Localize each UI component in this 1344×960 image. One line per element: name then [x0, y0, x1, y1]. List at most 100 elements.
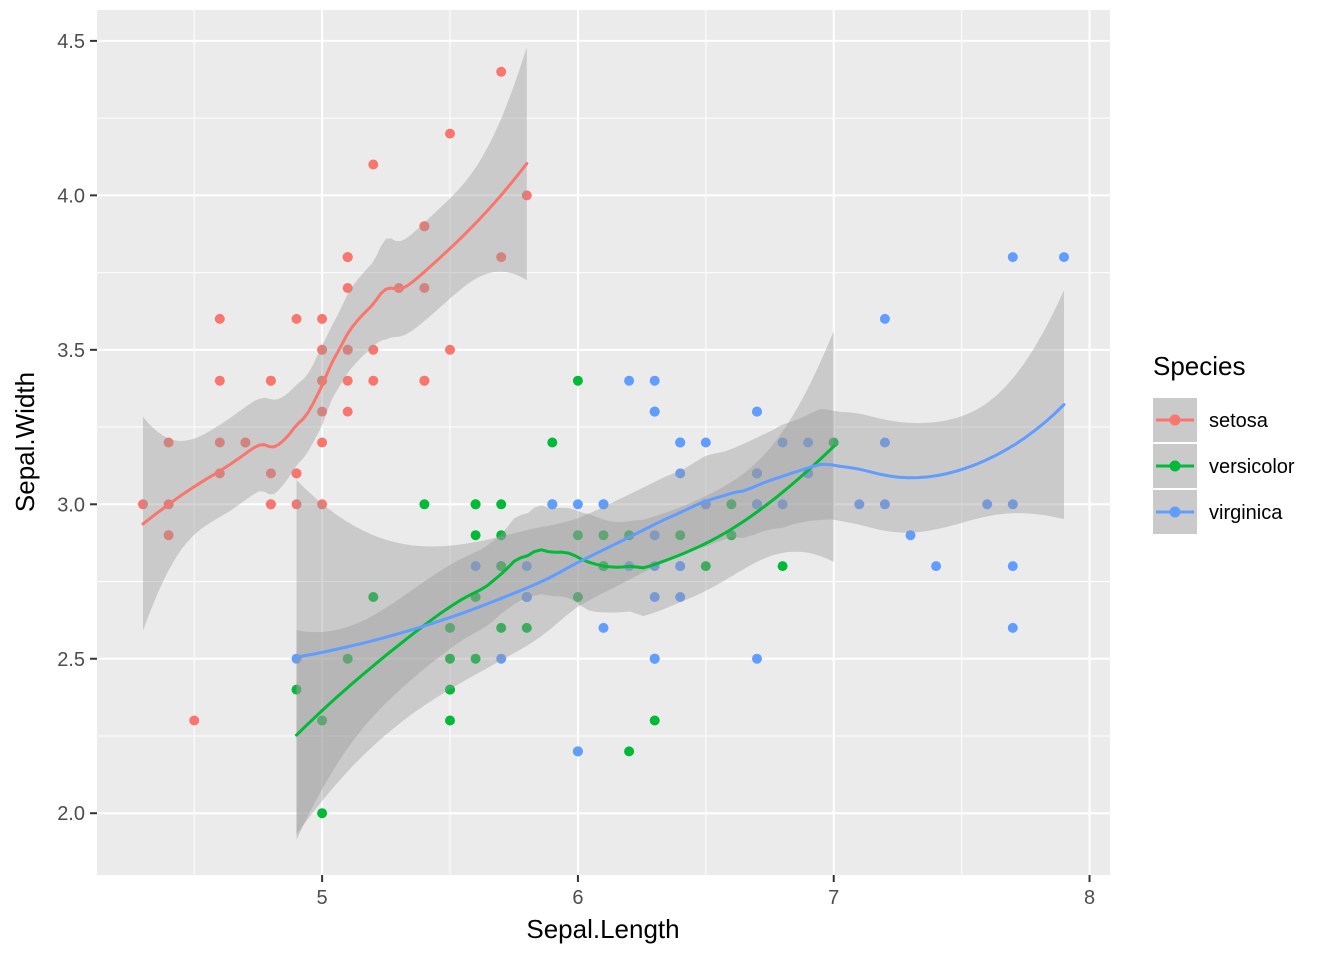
plot-panel	[97, 10, 1110, 875]
data-point	[368, 375, 379, 386]
legend-key-point	[1169, 414, 1181, 426]
data-point	[265, 499, 276, 510]
confidence-ribbon-virginica	[296, 290, 1064, 835]
data-point	[598, 622, 609, 633]
data-point	[752, 406, 762, 417]
x-tick-labels: 5 6 7 8	[317, 887, 1096, 909]
data-point	[1007, 561, 1018, 572]
data-point	[572, 530, 583, 541]
points-layer	[138, 66, 1069, 819]
x-tick-label: 8	[1084, 887, 1095, 909]
y-axis-title: Sepal.Width	[10, 372, 40, 512]
data-point	[752, 468, 762, 479]
data-point	[419, 375, 430, 386]
data-point	[649, 653, 660, 664]
data-point	[649, 375, 660, 386]
legend-key-point	[1169, 506, 1181, 518]
data-point	[752, 499, 762, 510]
data-point	[675, 561, 686, 572]
data-point	[675, 437, 686, 448]
data-point	[700, 437, 711, 448]
data-point	[470, 653, 481, 664]
y-tick-label: 3.0	[57, 494, 85, 516]
data-point	[445, 715, 455, 726]
data-point	[598, 499, 609, 510]
smooth-line-setosa	[141, 162, 529, 526]
data-point	[496, 499, 507, 510]
legend: Species setosa versicolor virg	[1153, 351, 1295, 534]
data-point	[726, 530, 737, 541]
data-point	[317, 499, 328, 510]
smooth-line-versicolor	[295, 445, 836, 737]
legend-key-point	[1169, 460, 1181, 472]
y-tick-labels: 2.0 2.5 3.0 3.5 4.0 4.5	[57, 31, 85, 825]
data-point	[496, 66, 507, 77]
y-tick-label: 3.5	[57, 340, 85, 362]
axis-ticks-layer	[90, 39, 1091, 882]
x-tick-label: 7	[828, 887, 839, 909]
data-point	[470, 499, 481, 510]
data-point	[879, 313, 890, 324]
data-point	[189, 715, 200, 726]
legend-item-virginica: virginica	[1153, 490, 1283, 534]
legend-label-virginica: virginica	[1209, 502, 1283, 524]
data-point	[982, 499, 993, 510]
data-point	[1007, 499, 1018, 510]
data-point	[879, 499, 890, 510]
smooth-layer	[141, 47, 1066, 840]
legend-label-versicolor: versicolor	[1209, 456, 1295, 478]
data-point	[496, 653, 507, 664]
data-point	[317, 313, 328, 324]
data-point	[828, 437, 839, 448]
data-point	[572, 746, 583, 757]
data-point	[445, 128, 455, 139]
data-point	[317, 437, 328, 448]
data-point	[240, 437, 251, 448]
y-tick-label: 4.5	[57, 31, 85, 53]
data-point	[496, 622, 507, 633]
data-point	[931, 561, 942, 572]
confidence-ribbon-versicolor	[296, 331, 834, 840]
legend-title: Species	[1153, 351, 1246, 381]
x-tick-label: 5	[317, 887, 328, 909]
data-point	[445, 344, 455, 355]
data-point	[547, 499, 558, 510]
data-point	[854, 499, 865, 510]
data-point	[342, 344, 353, 355]
data-point	[675, 468, 686, 479]
data-point	[368, 159, 379, 170]
data-point	[521, 190, 532, 201]
data-point	[496, 252, 507, 263]
data-point	[265, 375, 276, 386]
data-point	[521, 561, 532, 572]
legend-item-versicolor: versicolor	[1153, 444, 1295, 488]
smooth-line-virginica	[295, 403, 1066, 659]
data-point	[547, 437, 558, 448]
data-point	[342, 283, 353, 293]
data-point	[419, 221, 430, 232]
data-point	[521, 592, 532, 602]
data-point	[649, 715, 660, 726]
data-point	[521, 622, 532, 633]
data-point	[317, 344, 328, 355]
data-point	[777, 437, 788, 448]
data-point	[163, 530, 174, 541]
data-point	[1007, 252, 1018, 263]
data-point	[1007, 622, 1018, 633]
data-point	[1059, 252, 1069, 263]
data-point	[317, 406, 328, 417]
data-point	[572, 375, 583, 386]
data-point	[342, 375, 353, 386]
data-point	[214, 313, 225, 324]
data-point	[470, 530, 481, 541]
data-point	[624, 375, 635, 386]
data-point	[496, 530, 507, 541]
data-point	[624, 746, 635, 757]
y-tick-label: 4.0	[57, 185, 85, 207]
x-tick-label: 6	[572, 887, 583, 909]
data-point	[496, 561, 507, 572]
data-point	[317, 808, 328, 819]
x-axis-title: Sepal.Length	[526, 914, 679, 944]
data-point	[291, 313, 302, 324]
data-point	[342, 252, 353, 263]
